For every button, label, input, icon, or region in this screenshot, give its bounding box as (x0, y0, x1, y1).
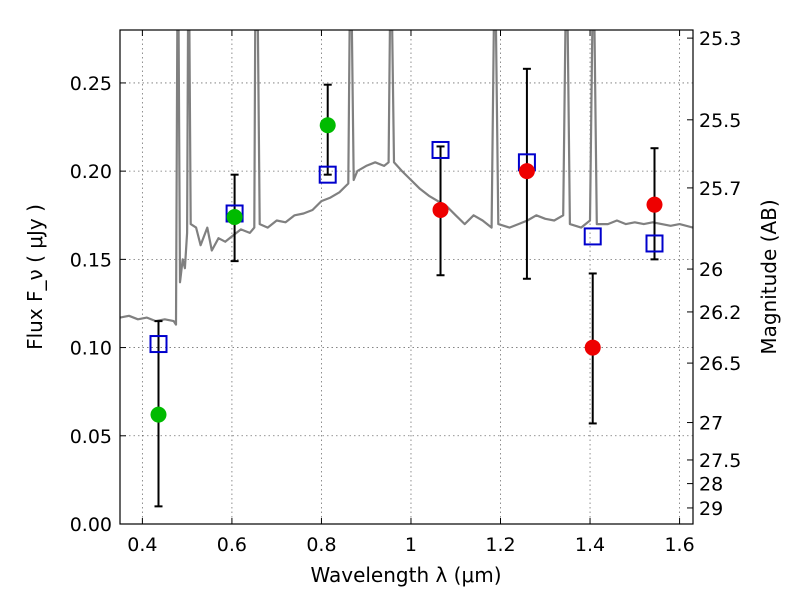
x-tick-label: 0.4 (127, 534, 157, 556)
y-tick-label: 0.25 (70, 73, 112, 95)
y2-tick-label: 27 (699, 413, 723, 435)
data-layer (120, 30, 693, 508)
y2-tick-label: 28 (699, 474, 723, 496)
y2-tick-label: 25.5 (699, 110, 741, 132)
y2-tick-label: 26.5 (699, 353, 741, 375)
model-photometry-square (318, 165, 337, 184)
green-data-point (150, 406, 167, 423)
x-tick-label: 1.4 (575, 534, 605, 556)
red-data-point (432, 201, 449, 218)
model-photometry-square (583, 227, 602, 246)
y-tick-label: 0.15 (70, 249, 112, 271)
x-tick-label: 0.6 (217, 534, 247, 556)
x-axis-label: Wavelength λ (μm) (310, 563, 501, 587)
y-tick-label: 0.20 (70, 161, 112, 183)
plot-background (120, 30, 693, 524)
y2-axis-label: Magnitude (AB) (757, 199, 781, 354)
model-photometry-square (149, 335, 168, 354)
y-tick-label: 0.10 (70, 338, 112, 360)
x-tick-label: 1 (405, 534, 417, 556)
y2-tick-label: 25.3 (699, 28, 741, 50)
x-tick-label: 1.6 (664, 534, 694, 556)
y2-tick-label: 27.5 (699, 450, 741, 472)
model-spectrum-line (120, 30, 693, 326)
y2-tick-label: 26 (699, 259, 723, 281)
plot-frame (119, 29, 694, 525)
y-axis-label: Flux F_ν ( μJy ) (23, 204, 47, 350)
y2-tick-label: 25.7 (699, 178, 741, 200)
green-data-point (226, 209, 243, 226)
y2-tick-label: 26.2 (699, 302, 741, 324)
red-data-point (584, 339, 601, 356)
model-photometry-square (645, 234, 664, 253)
x-tick-label: 0.8 (306, 534, 336, 556)
y-tick-label: 0.00 (70, 514, 112, 536)
green-data-point (319, 117, 336, 134)
red-data-point (518, 163, 535, 180)
model-photometry-square (431, 140, 450, 159)
red-data-point (646, 196, 663, 213)
y-tick-label: 0.05 (70, 426, 112, 448)
y2-tick-label: 29 (699, 498, 723, 520)
tick-layer: 0.4 0.6 0.8 1 1.2 1.4 1.6 0.00 0.05 0.10 0.15 0.20 0… (70, 28, 742, 556)
x-tick-label: 1.2 (485, 534, 515, 556)
